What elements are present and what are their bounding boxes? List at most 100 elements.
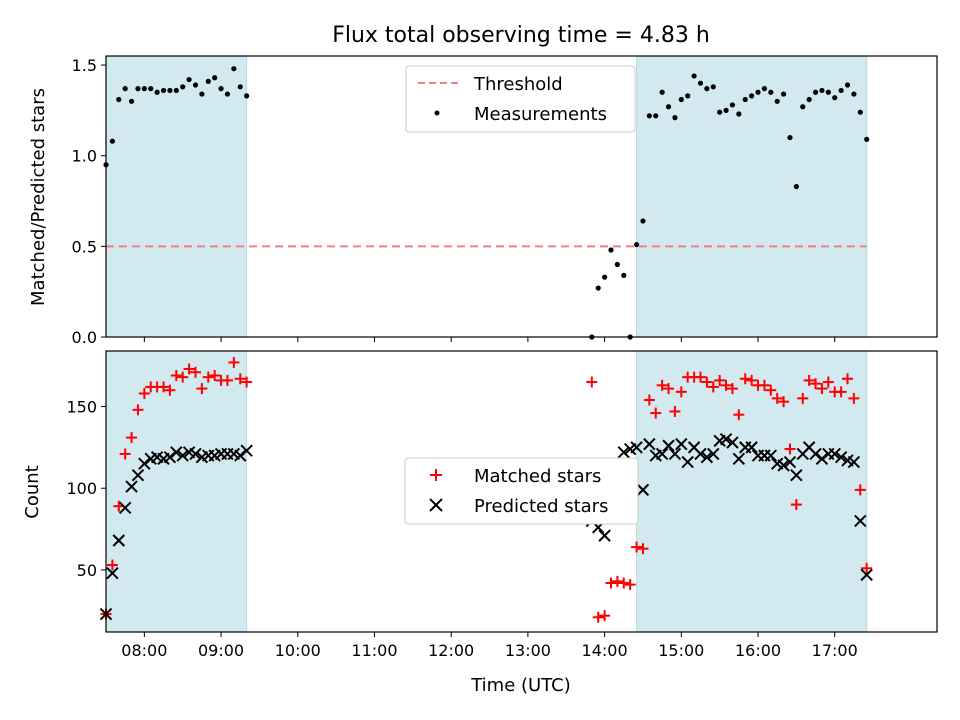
- matched-stars-point: [209, 370, 221, 382]
- matched-stars-point: [675, 386, 687, 398]
- matched-stars-point: [848, 392, 860, 404]
- matched-stars-point: [132, 404, 144, 416]
- predicted-stars-point: [630, 441, 643, 454]
- measurements-point: [212, 75, 218, 81]
- measurements-point: [697, 80, 704, 86]
- measurements-point: [173, 87, 179, 94]
- x-stroke-2: [662, 439, 675, 452]
- matched-stars-point: [746, 374, 758, 386]
- x-stroke-2: [847, 455, 861, 469]
- matched-stars-point: [663, 383, 675, 395]
- matched-stars-point: [701, 376, 713, 388]
- matched-stars-point: [650, 407, 662, 419]
- measurements-point: [736, 111, 742, 117]
- matched-stars-point: [861, 562, 873, 574]
- predicted-stars-point: [189, 447, 202, 461]
- top-legend: Threshold Measurements: [405, 65, 636, 133]
- matched-stars-point: [726, 383, 738, 395]
- predicted-stars-point: [125, 480, 138, 493]
- measurements-point: [244, 93, 250, 99]
- measurements-point: [231, 66, 237, 72]
- measurements-point: [691, 73, 697, 79]
- bottom-legend-box: [404, 457, 639, 525]
- matched-stars-point: [618, 577, 630, 589]
- predicted-stars-point: [643, 437, 656, 451]
- x-stroke-2: [630, 441, 643, 454]
- matched-stars-point: [778, 396, 790, 408]
- predicted-stars-point: [707, 447, 720, 461]
- y-tick-label: 50: [77, 561, 97, 580]
- measurements-legend-label: Measurements: [474, 104, 607, 125]
- bottom-panel-frame: [105, 350, 938, 633]
- matched-stars-point: [605, 577, 617, 589]
- y-tick-label: 0.5: [72, 237, 97, 256]
- matched-stars-point: [183, 363, 195, 375]
- matched-stars-point: [790, 499, 802, 511]
- x-tick-label: 14:00: [582, 641, 628, 660]
- top-y-axis-label: Matched/Predicted stars: [28, 88, 49, 306]
- matched-stars-point: [241, 376, 253, 388]
- predicted-stars-point: [828, 447, 841, 461]
- matched-stars-point: [797, 392, 809, 404]
- predicted-stars-point: [655, 447, 669, 461]
- matched-stars-point: [714, 374, 726, 386]
- measurements-point: [717, 109, 723, 115]
- top-legend-box: [405, 65, 636, 133]
- matched-stars-point: [631, 541, 643, 553]
- predicted-stars-point: [598, 529, 611, 542]
- matched-stars-point: [189, 366, 201, 378]
- matched-stars-point: [202, 371, 214, 383]
- measurements-point: [819, 87, 825, 94]
- measurements-point: [825, 89, 831, 95]
- y-tick-label: 0.0: [72, 328, 97, 347]
- measurements-point: [653, 113, 659, 119]
- measurements-point: [851, 91, 857, 97]
- predicted-stars-point: [745, 441, 758, 454]
- x-tick-label: 16:00: [735, 641, 781, 660]
- matched-stars-point: [816, 383, 828, 395]
- x-tick-label: 08:00: [121, 641, 167, 660]
- predicted-stars-point: [732, 452, 746, 466]
- top-x-ticks: [143, 337, 836, 342]
- x-stroke-2: [719, 433, 733, 446]
- x-stroke-2: [138, 457, 151, 470]
- shaded-interval-2: [636, 350, 868, 633]
- bottom-panel: 50 100 150 08:00 09:00 10:00 11:00 12:00 13:00 1…: [22, 350, 938, 696]
- bottom-legend: Matched stars Predicted stars: [404, 457, 639, 525]
- chart-title: Flux total observing time = 4.83 h: [332, 23, 710, 48]
- x-stroke-2: [707, 447, 720, 461]
- matched-stars-point: [126, 432, 138, 444]
- predicted-stars-point: [777, 459, 790, 472]
- measurements-point: [148, 86, 154, 92]
- matched-stars-point: [221, 374, 233, 386]
- x-tick-label: 17:00: [812, 641, 858, 660]
- predicted-stars-legend-swatch: [429, 498, 443, 512]
- x-stroke-2: [783, 455, 797, 469]
- measurements-point: [742, 96, 748, 103]
- measurements-point: [167, 87, 173, 94]
- matched-stars-point: [835, 386, 847, 398]
- measurements-point: [160, 87, 167, 94]
- x-stroke-2: [234, 449, 247, 462]
- x-stroke-2: [118, 501, 132, 515]
- measurements-point: [749, 93, 755, 99]
- measurements-point: [614, 261, 620, 268]
- predicted-stars-point: [834, 450, 848, 464]
- matched-stars-legend-label: Matched stars: [474, 466, 601, 487]
- x-stroke-2: [700, 450, 714, 464]
- measurements-point: [122, 86, 128, 92]
- predicted-stars-point: [163, 450, 177, 464]
- measurements-point: [723, 107, 729, 113]
- matched-stars-point: [733, 409, 745, 421]
- x-stroke-2: [655, 447, 669, 461]
- measurements-point: [685, 93, 691, 99]
- x-stroke-2: [176, 449, 189, 462]
- predicted-stars-point: [675, 437, 688, 451]
- x-stroke-2: [815, 452, 829, 466]
- x-stroke-2: [643, 437, 656, 451]
- x-tick-label: 15:00: [658, 641, 704, 660]
- matched-stars-point: [611, 575, 623, 587]
- matched-stars-point: [196, 383, 208, 395]
- x-stroke-2: [681, 455, 694, 469]
- matched-stars-point: [106, 559, 118, 571]
